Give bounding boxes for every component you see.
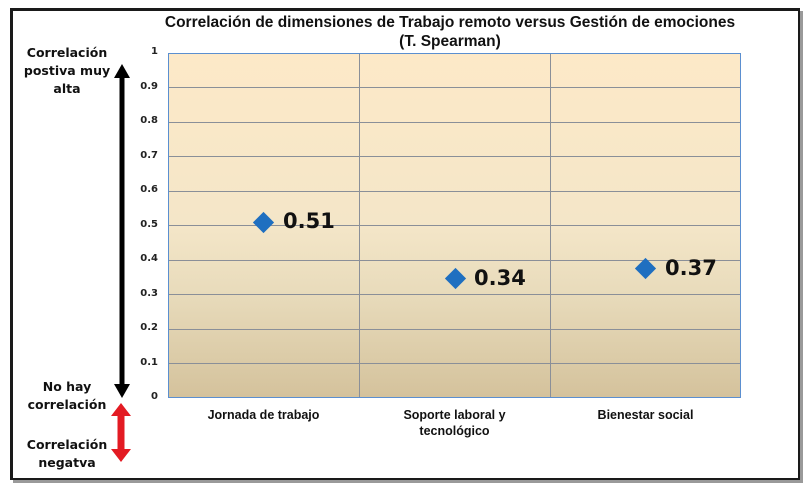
annotation-text: correlación	[27, 397, 107, 412]
x-category-label-line: tecnológico	[419, 424, 490, 438]
x-category-label: Soporte laboral y tecnológico	[359, 407, 550, 439]
annotation-negative: Correlación negatva	[18, 436, 116, 472]
annotation-text: alta	[53, 81, 81, 96]
chart-subtitle: (T. Spearman)	[399, 33, 501, 50]
data-label: 0.34	[474, 266, 526, 290]
chart-title: Correlación de dimensiones de Trabajo re…	[100, 13, 800, 51]
annotation-text: postiva muy	[23, 63, 111, 78]
y-tick: 0.9	[140, 81, 158, 92]
x-category-label: Jornada de trabajo	[207, 408, 320, 422]
annotation-text: Correlación	[26, 437, 108, 452]
data-label: 0.37	[665, 256, 717, 280]
black-double-arrow-icon	[114, 64, 130, 398]
y-tick: 0.6	[140, 184, 158, 195]
y-tick: 1	[151, 46, 158, 57]
gridline	[169, 294, 740, 295]
y-tick: 0	[151, 391, 158, 402]
gridline	[169, 191, 740, 192]
gridline	[169, 363, 740, 364]
x-category-label: Bienestar social	[597, 408, 694, 422]
y-tick: 0.7	[140, 150, 158, 161]
chart-title-line1: Correlación de dimensiones de Trabajo re…	[164, 14, 736, 31]
y-tick: 0.4	[140, 253, 158, 264]
red-double-arrow-icon	[111, 403, 131, 462]
gridline	[169, 225, 740, 226]
gridline	[169, 260, 740, 261]
category-divider	[550, 54, 551, 397]
gridline	[169, 122, 740, 123]
annotation-text: Correlación	[26, 45, 108, 60]
category-divider	[359, 54, 360, 397]
y-tick: 0.3	[140, 288, 158, 299]
gridline	[169, 87, 740, 88]
annotation-high-positive: Correlación postiva muy alta	[18, 44, 116, 98]
gridline	[169, 156, 740, 157]
data-label: 0.51	[283, 209, 335, 233]
y-tick: 0.8	[140, 115, 158, 126]
annotation-text: negatva	[38, 455, 96, 470]
plot-area	[168, 53, 741, 398]
annotation-text: No hay	[42, 379, 92, 394]
x-category-label-line: Soporte laboral y	[403, 408, 506, 422]
annotation-no-correlation: No hay correlación	[18, 378, 116, 414]
y-tick: 0.2	[140, 322, 158, 333]
gridline	[169, 329, 740, 330]
y-tick: 0.1	[140, 357, 158, 368]
y-tick: 0.5	[140, 219, 158, 230]
